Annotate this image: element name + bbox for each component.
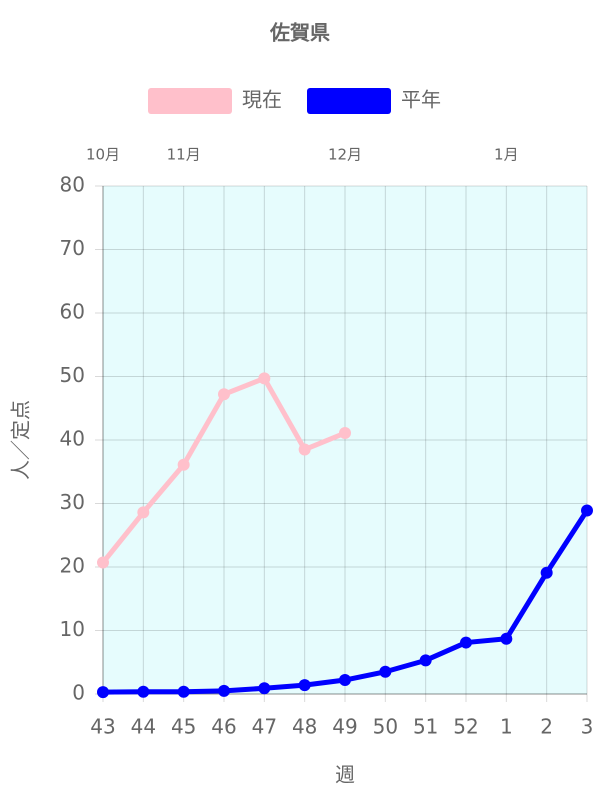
data-point [298, 679, 311, 692]
x-tick-label: 2 [540, 715, 553, 739]
y-tick-label: 50 [60, 363, 85, 387]
x2-tick-label: 11月 [167, 146, 201, 164]
x2-tick-label: 10月 [86, 146, 120, 164]
legend-swatch [148, 88, 232, 114]
y-tick-label: 40 [60, 427, 85, 451]
x-tick-label: 47 [252, 715, 277, 739]
data-point [581, 504, 593, 517]
legend-swatch [307, 88, 391, 114]
y-tick-label: 80 [60, 173, 85, 197]
y-tick-label: 70 [60, 236, 85, 260]
legend-label: 平年 [401, 88, 441, 112]
x-tick-label: 46 [211, 715, 236, 739]
data-point [137, 685, 150, 698]
x-tick-label: 43 [90, 715, 115, 739]
data-point [177, 458, 190, 471]
y-tick-label: 60 [60, 300, 85, 324]
data-point [379, 665, 392, 678]
y-axis-label: 人／定点 [9, 400, 33, 480]
x2-tick-label: 12月 [328, 146, 362, 164]
data-point [339, 427, 351, 440]
x-tick-label: 50 [373, 715, 398, 739]
data-point [258, 682, 271, 695]
data-point [298, 443, 311, 456]
data-point [218, 684, 230, 697]
data-point [137, 506, 150, 519]
data-point [339, 674, 351, 687]
data-point [540, 566, 553, 579]
x-tick-label: 51 [413, 715, 438, 739]
x-tick-label: 49 [332, 715, 357, 739]
x2-tick-label: 1月 [494, 146, 519, 164]
x-tick-label: 52 [453, 715, 478, 739]
y-tick-label: 10 [60, 617, 85, 641]
data-point [218, 388, 230, 401]
x-tick-label: 3 [581, 715, 594, 739]
data-point [258, 372, 271, 385]
data-point [500, 632, 513, 645]
x-tick-label: 45 [171, 715, 196, 739]
y-tick-label: 30 [60, 490, 85, 514]
y-tick-label: 20 [60, 554, 85, 578]
data-point [177, 685, 190, 698]
y-tick-label: 0 [72, 681, 85, 705]
data-point [97, 686, 109, 699]
chart-title: 佐賀県 [269, 21, 330, 45]
x-axis-label: 週 [335, 763, 355, 787]
x-tick-label: 44 [131, 715, 156, 739]
x-tick-label: 1 [500, 715, 513, 739]
data-point [97, 556, 109, 569]
data-point [419, 654, 432, 667]
plot-background [103, 186, 587, 694]
x-tick-label: 48 [292, 715, 317, 739]
data-point [460, 636, 472, 649]
legend-label: 現在 [242, 88, 282, 112]
